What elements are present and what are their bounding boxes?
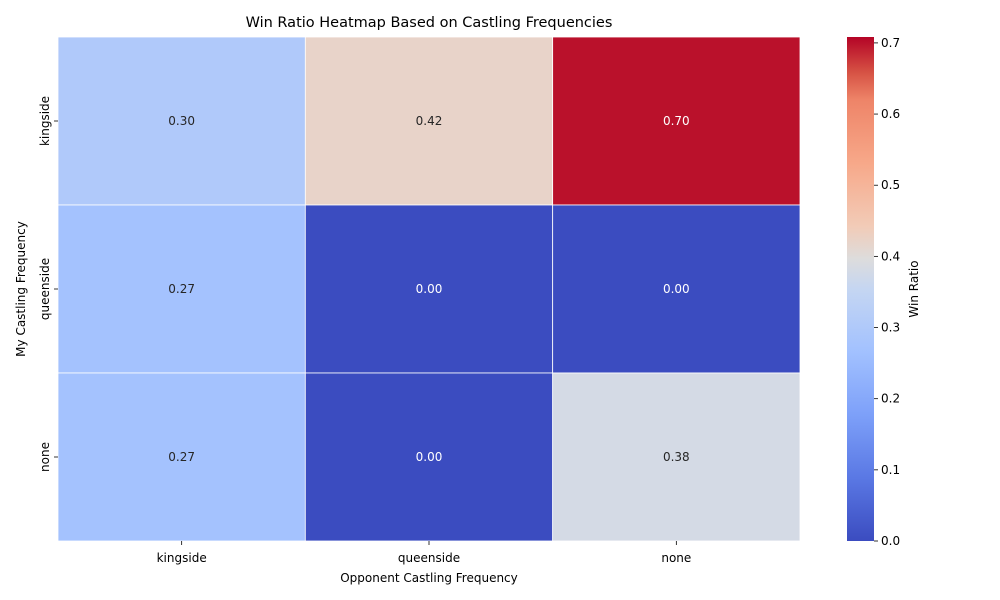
heatmap-cell xyxy=(304,204,554,374)
chart-title: Win Ratio Heatmap Based on Castling Freq… xyxy=(246,15,613,31)
x-tick-label: kingside xyxy=(157,551,207,565)
colorbar-tick-label: 0.4 xyxy=(881,249,900,263)
y-tick-label: queenside xyxy=(38,258,52,320)
heatmap-cell xyxy=(552,204,801,374)
y-tick-label: kingside xyxy=(38,96,52,146)
cell-value-label: 0.27 xyxy=(168,282,195,296)
colorbar-tick-label: 0.0 xyxy=(881,534,900,548)
y-axis-ticks: kingside queenside none xyxy=(38,96,58,472)
heatmap-cell xyxy=(57,204,306,374)
colorbar xyxy=(847,37,874,541)
heatmap-cell xyxy=(304,372,554,542)
x-tick-label: none xyxy=(661,551,691,565)
cell-value-label: 0.70 xyxy=(663,114,690,128)
x-axis-ticks: kingside queenside none xyxy=(157,541,691,565)
colorbar-tick-label: 0.6 xyxy=(881,107,900,121)
cell-value-label: 0.38 xyxy=(663,450,690,464)
cell-value-label: 0.00 xyxy=(416,282,443,296)
cell-value-label: 0.42 xyxy=(416,114,443,128)
cell-value-label: 0.00 xyxy=(416,450,443,464)
heatmap-cell xyxy=(57,36,306,206)
heatmap-cells: 0.30 0.42 0.70 0.27 0.00 0.00 0.27 0.00 0.38 xyxy=(57,36,801,542)
colorbar-tick-label: 0.3 xyxy=(881,321,900,335)
colorbar-tick-label: 0.5 xyxy=(881,178,900,192)
colorbar-tick-label: 0.2 xyxy=(881,392,900,406)
colorbar-ticks: 0.0 0.1 0.2 0.3 0.4 0.5 0.6 0.7 xyxy=(874,36,900,548)
cell-value-label: 0.27 xyxy=(168,450,195,464)
x-tick-label: queenside xyxy=(398,551,460,565)
heatmap-cell xyxy=(552,36,801,206)
y-axis-label: My Castling Frequency xyxy=(14,221,28,357)
cell-value-label: 0.00 xyxy=(663,282,690,296)
heatmap-cell xyxy=(57,372,306,542)
heatmap-cell xyxy=(304,36,554,206)
y-tick-label: none xyxy=(38,442,52,472)
x-axis-label: Opponent Castling Frequency xyxy=(340,571,518,585)
colorbar-tick-label: 0.1 xyxy=(881,463,900,477)
colorbar-tick-label: 0.7 xyxy=(881,36,900,50)
cell-value-label: 0.30 xyxy=(168,114,195,128)
colorbar-label: Win Ratio xyxy=(907,260,921,317)
